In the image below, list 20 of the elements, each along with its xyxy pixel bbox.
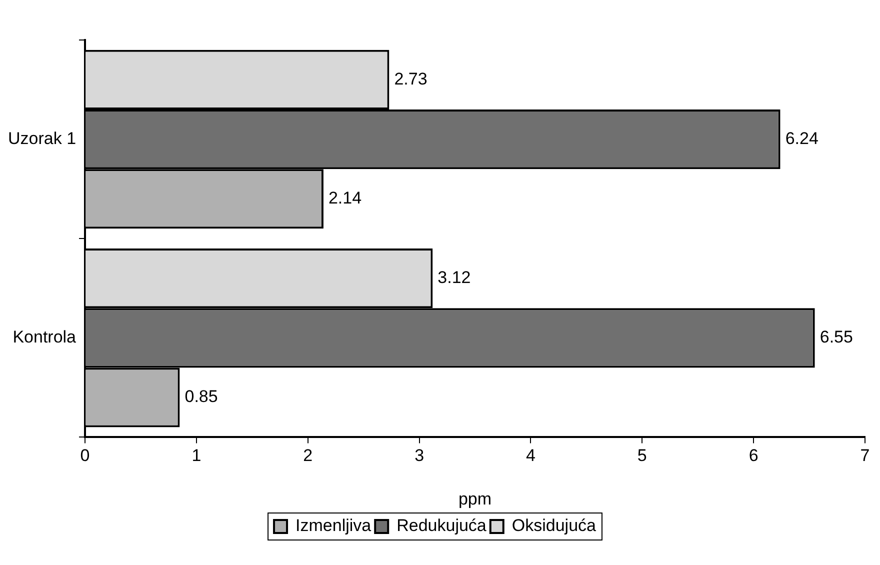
x-tick-label: 1 xyxy=(192,446,202,466)
x-tick-label: 0 xyxy=(80,446,90,466)
x-tick-label: 2 xyxy=(303,446,313,466)
data-label: 2.14 xyxy=(328,188,362,208)
x-tick-label: 6 xyxy=(748,446,758,466)
x-axis-title: ppm xyxy=(458,489,492,508)
data-label: 0.85 xyxy=(184,387,218,406)
legend-label: Redukujuća xyxy=(396,516,487,536)
data-label: 2.73 xyxy=(394,69,428,88)
y-tick-label: Kontrola xyxy=(12,328,77,347)
x-tick-label: 3 xyxy=(414,446,424,466)
y-tick-label: Uzorak 1 xyxy=(8,128,76,148)
data-label: 6.24 xyxy=(785,128,818,148)
legend-label: Izmenljiva xyxy=(296,516,372,536)
x-tick-label: 7 xyxy=(860,446,870,466)
data-label: 3.12 xyxy=(438,268,471,288)
x-tick-label: 5 xyxy=(637,446,647,466)
data-label: 6.55 xyxy=(820,328,853,347)
legend-label: Oksidujuća xyxy=(512,516,597,536)
x-tick-label: 4 xyxy=(526,446,536,466)
